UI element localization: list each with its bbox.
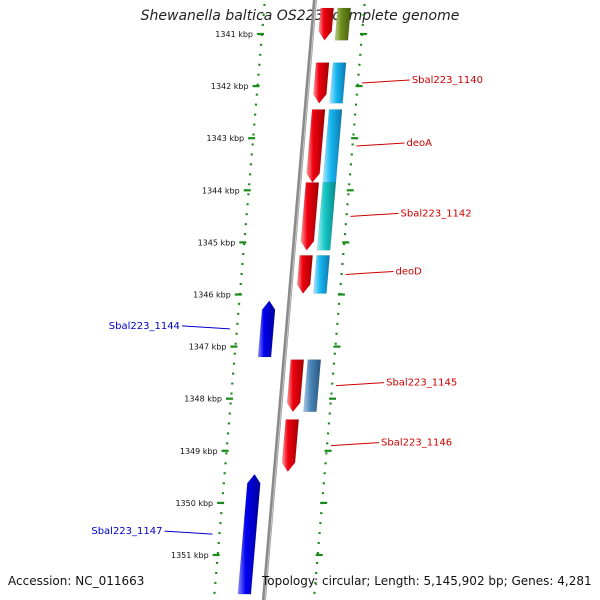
tick-label: 1346 kbp [193, 291, 231, 300]
callout-line-Sbal223_1144 [181, 325, 230, 330]
feature-arrow [318, 7, 334, 41]
cog-band-Sbal223_1145 [303, 359, 322, 412]
tick-label: 1351 kbp [171, 551, 209, 560]
label-layer: Sbal223_1140 deoA Sbal223_1142 deoD Sbal223_… [91, 75, 483, 537]
callout-line-Sbal223_1142 [350, 212, 399, 217]
backbone-layer [261, 0, 317, 600]
map-title: Shewanella baltica OS223, complete genom… [140, 8, 460, 24]
gene-arrow-Sbal223_1145 [286, 359, 305, 413]
tick-label: 1341 kbp [215, 30, 253, 39]
gene-arrow-deoA [306, 109, 326, 183]
tick-label: 1342 kbp [211, 82, 249, 91]
tick-label: 1349 kbp [180, 447, 218, 456]
gene-arrow-Sbal223_1140 [313, 62, 330, 104]
gene-label-Sbal223_1142: Sbal223_1142 [401, 208, 472, 219]
tick-label: 1350 kbp [175, 499, 213, 508]
gene-label-Sbal223_1145: Sbal223_1145 [386, 378, 457, 389]
cog-band-Sbal223_1140 [329, 62, 347, 104]
cog-band-Sbal223_1142 [316, 182, 337, 251]
gene-label-Sbal223_1147: Sbal223_1147 [91, 526, 162, 537]
gene-label-deoD: deoD [396, 266, 423, 277]
tick-label: 1348 kbp [184, 395, 222, 404]
callout-line-Sbal223_1147 [164, 530, 213, 535]
feature-layer [237, 7, 351, 595]
gene-arrow-Sbal223_1147 [237, 473, 261, 595]
genome-stats-text: Topology: circular; Length: 5,145,902 bp… [262, 574, 592, 588]
tick-label: 1345 kbp [198, 238, 236, 247]
accession-text: Accession: NC_011663 [8, 574, 145, 588]
gene-arrow-Sbal223_1144 [257, 300, 276, 358]
gene-label-Sbal223_1140: Sbal223_1140 [412, 75, 483, 86]
tick-label: 1344 kbp [202, 186, 240, 195]
callout-line-Sbal223_1140 [361, 79, 410, 84]
tick-label: 1343 kbp [206, 134, 244, 143]
tick-label: 1347 kbp [189, 343, 227, 352]
genome-backbone-highlight [264, 0, 317, 600]
callout-line-deoD [345, 270, 394, 275]
gene-label-deoA: deoA [406, 138, 432, 149]
gene-arrow-deoD [296, 255, 313, 294]
tick-layer: 1341 kbp 1342 kbp 1343 kbp 1344 kbp 1345 kbp… [171, 30, 367, 560]
cog-band-deoA [322, 109, 343, 183]
gene-label-Sbal223_1144: Sbal223_1144 [109, 321, 180, 332]
gene-arrow-Sbal223_1146 [281, 419, 300, 473]
callout-line-deoA [356, 142, 405, 147]
gene-label-Sbal223_1146: Sbal223_1146 [381, 438, 452, 449]
genome-backbone [261, 0, 317, 600]
cog-band [334, 7, 351, 41]
callout-line-Sbal223_1145 [336, 382, 385, 387]
callout-line-Sbal223_1146 [330, 442, 380, 447]
gene-arrow-Sbal223_1142 [300, 182, 320, 251]
cog-band-deoD [313, 255, 330, 294]
